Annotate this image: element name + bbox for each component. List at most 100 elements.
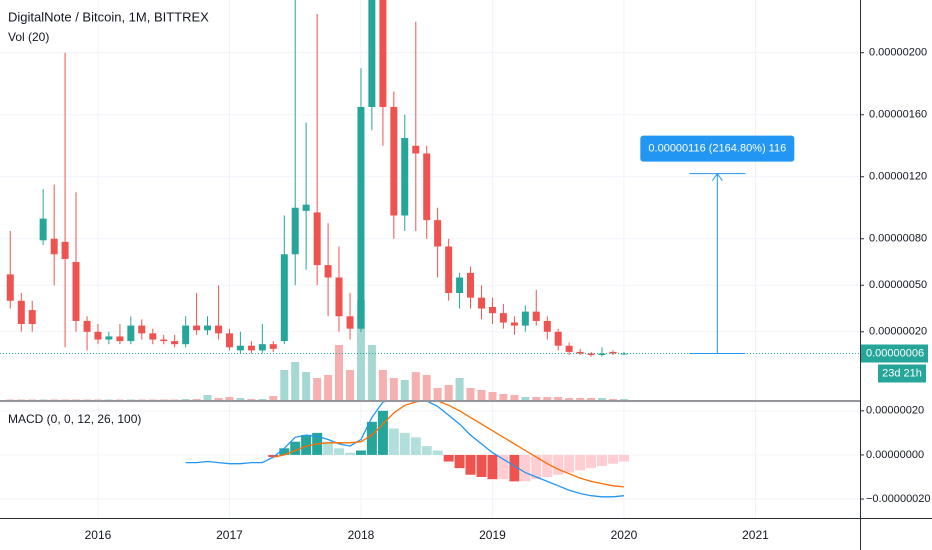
candle-body <box>39 218 47 241</box>
volume-bar <box>148 399 157 400</box>
volume-bar <box>488 392 497 400</box>
histogram-bar <box>323 441 334 455</box>
volume-bar <box>6 399 15 400</box>
volume-bar <box>510 395 519 400</box>
candle-body <box>554 331 562 346</box>
candle-body <box>565 345 573 352</box>
volume-bar <box>137 399 146 400</box>
volume-bar <box>609 399 618 400</box>
candle-body <box>510 322 518 326</box>
volume-bar <box>543 397 552 400</box>
histogram-bar <box>454 454 465 469</box>
candle-body <box>620 353 628 355</box>
histogram-bar <box>279 448 290 455</box>
volume-bar <box>598 398 606 400</box>
volume-bar <box>565 398 574 400</box>
y-tick-label: 0.00000020 <box>869 326 927 338</box>
volume-bar <box>499 394 508 400</box>
macd-title: MACD (0, 0, 12, 26, 100) <box>8 412 141 426</box>
candle-body <box>182 325 190 345</box>
candle-body <box>532 311 540 321</box>
candle-body <box>280 254 288 342</box>
candle-body <box>379 0 387 107</box>
histogram-bar <box>432 450 443 455</box>
x-tick-label: 2016 <box>85 528 112 542</box>
candle-body <box>116 336 124 342</box>
candle-body <box>149 333 157 340</box>
volume-bar <box>576 398 585 400</box>
volume-bar <box>214 398 223 400</box>
histogram-bar <box>388 428 399 455</box>
macd-line <box>185 402 625 498</box>
candle-body <box>401 137 409 216</box>
histogram-bar <box>366 421 377 455</box>
candle-body <box>50 238 58 255</box>
candle-body <box>72 262 80 321</box>
histogram-bar <box>443 454 454 462</box>
candle-body <box>204 325 212 331</box>
volume-bar <box>433 388 442 400</box>
macd-pane <box>0 402 860 518</box>
candle-body <box>302 204 310 211</box>
histogram-bar <box>377 410 388 455</box>
volume-bar <box>258 399 267 400</box>
candle-body <box>456 277 464 294</box>
histogram-bar <box>399 432 410 455</box>
volume-bar <box>554 397 563 400</box>
volume-bar <box>466 388 475 400</box>
volume-bar <box>225 397 234 400</box>
candle-body <box>576 351 584 354</box>
histogram-bar <box>542 454 553 477</box>
histogram-bar <box>531 454 542 480</box>
countdown-label: 23d 21h <box>882 367 922 379</box>
candle-body <box>61 241 69 259</box>
histogram-bar <box>465 454 476 475</box>
volume-bar <box>619 399 628 400</box>
histogram-bar <box>355 450 366 455</box>
volume-bar <box>378 370 387 400</box>
candle-body <box>587 353 595 356</box>
candle-body <box>499 313 507 323</box>
x-tick-label: 2020 <box>611 528 638 542</box>
candle-body <box>160 339 168 342</box>
candle-body <box>357 106 365 329</box>
histogram-bar <box>520 454 531 482</box>
volume-bar <box>50 399 59 400</box>
volume-bar <box>302 372 311 400</box>
candle-body <box>28 310 36 325</box>
volume-bar <box>477 390 486 400</box>
y-tick-label: 0.00000020 <box>866 405 924 417</box>
volume-bar <box>181 399 190 400</box>
candle-body <box>193 325 201 331</box>
candle-body <box>445 246 453 294</box>
volume-bar <box>192 399 201 400</box>
candle-body <box>324 265 332 278</box>
volume-bar <box>170 399 179 400</box>
histogram-bar <box>421 446 432 455</box>
histogram-bar <box>553 454 564 475</box>
volume-title: Vol (20) <box>8 30 49 44</box>
histogram-bar <box>586 454 597 469</box>
candle-body <box>598 353 606 356</box>
price-pane: 0.00000116 (2164.80%) 116 <box>0 0 860 400</box>
volume-bar <box>422 375 431 400</box>
y-tick-label: 0.00000000 <box>866 449 924 461</box>
histogram-bar <box>410 437 421 455</box>
countdown-box <box>878 364 926 383</box>
candle-body <box>215 325 223 334</box>
histogram-bar <box>597 454 607 466</box>
volume-bar <box>61 399 70 400</box>
measure-label: 0.00000116 (2164.80%) 116 <box>648 143 786 155</box>
candle-body <box>467 272 475 298</box>
volume-bar <box>389 378 398 400</box>
histogram-bar <box>509 454 520 482</box>
candle-body <box>83 320 91 332</box>
candle-body <box>488 306 496 314</box>
histogram-bar <box>345 452 356 455</box>
candle-body <box>6 274 14 301</box>
histogram-bar <box>487 454 498 480</box>
histogram-bar <box>564 454 575 473</box>
last-price-label: 0.00000006 <box>866 347 924 359</box>
histogram-bar <box>608 454 619 464</box>
